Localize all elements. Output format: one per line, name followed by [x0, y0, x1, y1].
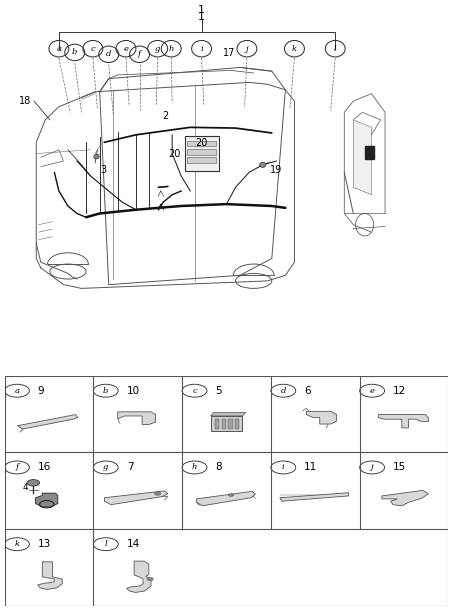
Polygon shape [365, 146, 374, 159]
Polygon shape [382, 490, 429, 506]
Text: g: g [155, 44, 160, 53]
Text: 9: 9 [38, 385, 44, 396]
Polygon shape [353, 120, 371, 195]
Polygon shape [127, 561, 151, 593]
Text: e: e [123, 44, 129, 53]
Text: k: k [292, 44, 297, 53]
Text: 1: 1 [198, 12, 205, 22]
Text: c: c [192, 387, 197, 395]
Text: a: a [56, 44, 62, 53]
Polygon shape [280, 493, 349, 501]
Text: 18: 18 [19, 96, 31, 106]
Text: f: f [138, 51, 141, 58]
Polygon shape [38, 562, 62, 590]
Text: l: l [334, 44, 337, 53]
Text: c: c [91, 44, 95, 53]
Text: j: j [371, 463, 373, 471]
Text: 19: 19 [270, 166, 283, 175]
Text: i: i [282, 463, 284, 471]
Text: 2: 2 [162, 111, 169, 121]
Polygon shape [118, 412, 155, 424]
Text: 16: 16 [38, 462, 51, 473]
Polygon shape [18, 415, 78, 429]
Text: d: d [281, 387, 286, 395]
Text: d: d [106, 51, 111, 58]
Text: 3: 3 [100, 166, 106, 175]
Text: 20: 20 [195, 138, 208, 148]
Polygon shape [306, 411, 337, 424]
Text: h: h [192, 463, 197, 471]
Text: b: b [103, 387, 108, 395]
Bar [187, 157, 217, 163]
Text: k: k [14, 540, 19, 548]
Circle shape [228, 494, 234, 496]
Circle shape [27, 479, 39, 486]
Text: e: e [370, 387, 375, 395]
Text: 11: 11 [304, 462, 318, 473]
Text: a: a [14, 387, 19, 395]
Text: b: b [72, 49, 77, 57]
Text: g: g [103, 463, 108, 471]
Text: 14: 14 [127, 539, 140, 549]
Text: 1: 1 [198, 5, 205, 15]
Bar [187, 141, 217, 146]
Text: 8: 8 [216, 462, 222, 473]
Polygon shape [196, 491, 255, 506]
Circle shape [94, 154, 99, 159]
Polygon shape [105, 491, 168, 505]
Polygon shape [211, 412, 246, 416]
Text: f: f [15, 463, 19, 471]
Text: 15: 15 [393, 462, 406, 473]
Bar [185, 136, 219, 171]
Text: j: j [246, 44, 248, 53]
Text: l: l [105, 540, 107, 548]
Text: 20: 20 [169, 149, 181, 158]
Bar [228, 418, 233, 429]
Bar [222, 418, 226, 429]
Text: 4: 4 [23, 482, 29, 491]
Circle shape [154, 492, 161, 495]
Circle shape [260, 162, 266, 167]
Bar [211, 416, 242, 431]
Polygon shape [378, 415, 429, 428]
Text: 10: 10 [127, 385, 140, 396]
Circle shape [147, 577, 153, 581]
Text: 6: 6 [304, 385, 311, 396]
Text: i: i [200, 44, 203, 53]
Text: 17: 17 [222, 48, 235, 58]
Bar [215, 418, 219, 429]
Text: h: h [169, 44, 174, 53]
Bar [187, 149, 217, 155]
Text: 7: 7 [127, 462, 133, 473]
Text: 13: 13 [38, 539, 51, 549]
Text: 5: 5 [216, 385, 222, 396]
Bar [235, 418, 239, 429]
Polygon shape [36, 493, 58, 507]
Text: 12: 12 [393, 385, 406, 396]
